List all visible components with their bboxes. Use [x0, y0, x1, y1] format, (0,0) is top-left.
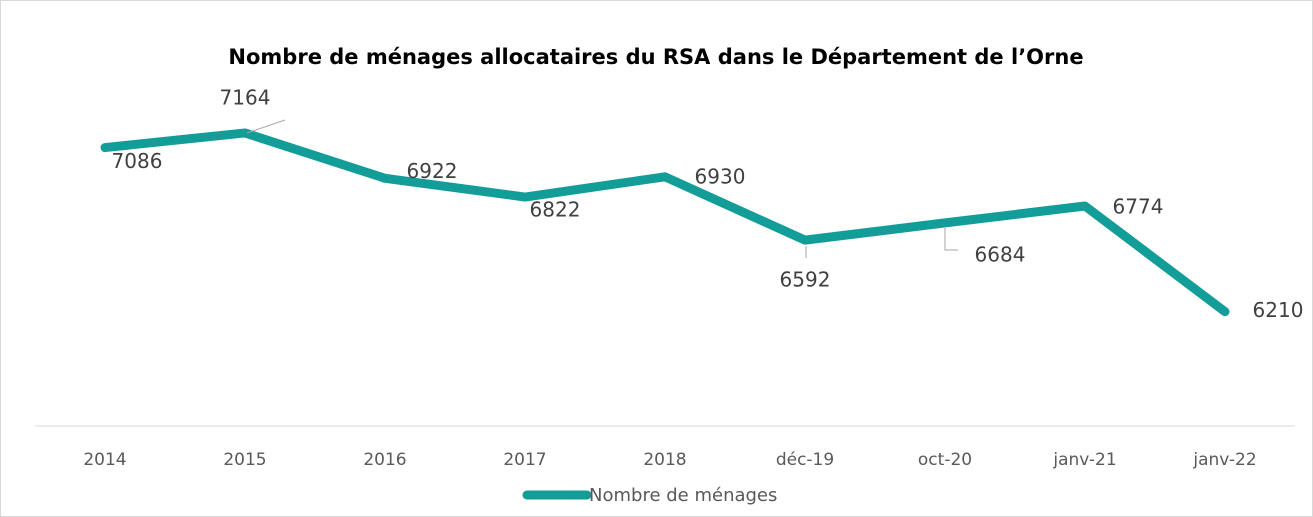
- data-label: 6822: [530, 198, 581, 222]
- leader-line: [944, 228, 958, 251]
- x-tick-label: 2017: [503, 450, 546, 470]
- x-tick-label: déc-19: [776, 450, 834, 470]
- x-tick-label: oct-20: [918, 450, 972, 470]
- leader-line: [246, 119, 286, 134]
- x-tick-label: 2016: [363, 450, 406, 470]
- x-tick-label: 2015: [223, 450, 266, 470]
- x-tick-label: janv-21: [1052, 450, 1116, 470]
- data-label: 6592: [780, 268, 831, 292]
- data-label: 6684: [975, 242, 1026, 266]
- data-label: 6774: [1113, 195, 1164, 219]
- data-label: 6210: [1253, 298, 1304, 322]
- data-line: [100, 128, 1230, 317]
- data-label: 7164: [220, 85, 271, 109]
- x-tick-label: 2018: [643, 450, 686, 470]
- x-tick-label: janv-22: [1192, 450, 1256, 470]
- chart-title: Nombre de ménages allocataires du RSA da…: [228, 45, 1083, 69]
- data-label: 6930: [695, 164, 746, 188]
- data-label: 7086: [112, 149, 163, 173]
- legend-label: Nombre de ménages: [589, 485, 777, 506]
- data-label: 6922: [407, 159, 458, 183]
- x-tick-label: 2014: [83, 450, 126, 470]
